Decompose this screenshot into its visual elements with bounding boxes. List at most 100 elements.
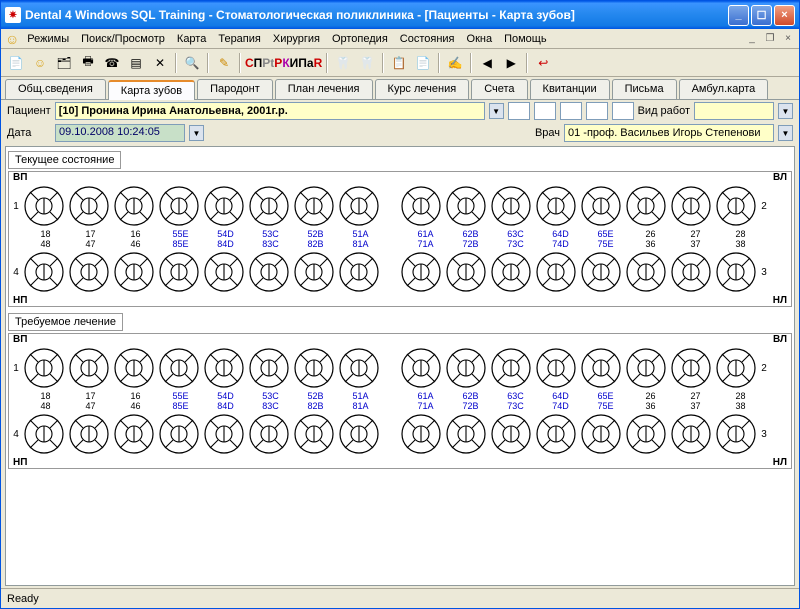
tooth[interactable] <box>23 347 65 389</box>
tb-letter[interactable]: Па <box>298 56 313 70</box>
doctor-dropdown-arrow[interactable]: ▼ <box>778 125 793 141</box>
tb-tooth1-icon[interactable]: 🦷 <box>332 52 354 74</box>
tooth[interactable] <box>625 413 667 455</box>
tooth[interactable] <box>23 413 65 455</box>
patient-dropdown-arrow[interactable]: ▼ <box>489 103 504 119</box>
menu-item[interactable]: Состояния <box>394 31 461 47</box>
tooth[interactable] <box>248 251 290 293</box>
tooth[interactable] <box>293 347 335 389</box>
tb-calc-icon[interactable]: ▤ <box>125 52 147 74</box>
tb-letter[interactable]: К <box>282 56 289 70</box>
tooth[interactable] <box>670 185 712 227</box>
tooth[interactable] <box>625 251 667 293</box>
tooth[interactable] <box>580 185 622 227</box>
menu-item[interactable]: Режимы <box>21 31 75 47</box>
tooth[interactable] <box>400 413 442 455</box>
tb-phone-icon[interactable]: ☎ <box>101 52 123 74</box>
menu-item[interactable]: Карта <box>171 31 212 47</box>
tb-doc-icon[interactable]: 📄 <box>5 52 27 74</box>
tooth[interactable] <box>715 251 757 293</box>
filter-box-5[interactable] <box>612 102 634 120</box>
tooth[interactable] <box>158 185 200 227</box>
filter-box-1[interactable] <box>508 102 530 120</box>
tb-doc2-icon[interactable]: 📋 <box>388 52 410 74</box>
tb-tooth2-icon[interactable]: 🦷 <box>356 52 378 74</box>
filter-box-4[interactable] <box>586 102 608 120</box>
tooth[interactable] <box>670 413 712 455</box>
tooth[interactable] <box>203 185 245 227</box>
tb-letter[interactable]: И <box>290 56 299 70</box>
menu-item[interactable]: Помощь <box>498 31 553 47</box>
maximize-button[interactable]: ☐ <box>751 5 772 26</box>
filter-box-3[interactable] <box>560 102 582 120</box>
tb-print-icon[interactable]: 🖶 <box>77 52 99 74</box>
tb-prev-icon[interactable]: ◀ <box>476 52 498 74</box>
tooth[interactable] <box>68 185 110 227</box>
tooth[interactable] <box>158 251 200 293</box>
tooth[interactable] <box>670 347 712 389</box>
tooth[interactable] <box>400 347 442 389</box>
tooth[interactable] <box>535 251 577 293</box>
tab[interactable]: Квитанции <box>530 79 610 99</box>
doctor-select[interactable]: 01 -проф. Васильев Игорь Степенови <box>564 124 774 142</box>
filter-box-2[interactable] <box>534 102 556 120</box>
tb-smiley-icon[interactable]: ☺ <box>29 52 51 74</box>
tooth[interactable] <box>68 251 110 293</box>
tooth[interactable] <box>158 413 200 455</box>
tooth[interactable] <box>490 347 532 389</box>
tb-exit-icon[interactable]: ↩ <box>532 52 554 74</box>
tb-next-icon[interactable]: ▶ <box>500 52 522 74</box>
tooth[interactable] <box>68 347 110 389</box>
mdi-minimize[interactable]: _ <box>745 33 759 44</box>
tooth[interactable] <box>490 185 532 227</box>
tooth[interactable] <box>293 185 335 227</box>
tooth[interactable] <box>490 413 532 455</box>
work-dropdown-arrow[interactable]: ▼ <box>778 103 793 119</box>
tooth[interactable] <box>445 251 487 293</box>
tooth[interactable] <box>113 413 155 455</box>
tooth[interactable] <box>715 347 757 389</box>
tooth[interactable] <box>248 347 290 389</box>
tooth[interactable] <box>338 347 380 389</box>
tooth[interactable] <box>670 251 712 293</box>
tooth[interactable] <box>293 413 335 455</box>
tooth[interactable] <box>625 347 667 389</box>
tooth[interactable] <box>625 185 667 227</box>
tooth[interactable] <box>158 347 200 389</box>
tab[interactable]: Общ.сведения <box>5 79 106 99</box>
mdi-restore[interactable]: ❐ <box>763 33 777 44</box>
menu-item[interactable]: Ортопедия <box>326 31 394 47</box>
tooth[interactable] <box>113 251 155 293</box>
tb-letter[interactable]: Pt <box>262 56 274 70</box>
tooth[interactable] <box>400 251 442 293</box>
tooth[interactable] <box>445 347 487 389</box>
tooth[interactable] <box>203 251 245 293</box>
tooth[interactable] <box>580 251 622 293</box>
date-dropdown-arrow[interactable]: ▼ <box>189 125 204 141</box>
menu-item[interactable]: Окна <box>461 31 499 47</box>
tooth[interactable] <box>338 185 380 227</box>
tb-search-icon[interactable]: 🔍 <box>181 52 203 74</box>
mdi-close[interactable]: × <box>781 33 795 44</box>
tooth[interactable] <box>715 185 757 227</box>
tab[interactable]: Счета <box>471 79 527 99</box>
tooth[interactable] <box>445 185 487 227</box>
tooth[interactable] <box>68 413 110 455</box>
tooth[interactable] <box>338 413 380 455</box>
tooth[interactable] <box>490 251 532 293</box>
tb-doc3-icon[interactable]: 📄 <box>412 52 434 74</box>
tb-edit-icon[interactable]: ✍ <box>444 52 466 74</box>
tooth[interactable] <box>580 413 622 455</box>
tab[interactable]: Пародонт <box>197 79 273 99</box>
tooth[interactable] <box>113 185 155 227</box>
tooth[interactable] <box>23 185 65 227</box>
patient-select[interactable]: [10] Пронина Ирина Анатольевна, 2001г.р. <box>55 102 485 120</box>
tooth[interactable] <box>248 413 290 455</box>
tooth[interactable] <box>203 413 245 455</box>
tab[interactable]: План лечения <box>275 79 373 99</box>
tooth[interactable] <box>293 251 335 293</box>
date-input[interactable]: 09.10.2008 10:24:05 <box>55 124 185 142</box>
tb-letter[interactable]: R <box>314 56 323 70</box>
tooth[interactable] <box>23 251 65 293</box>
menu-item[interactable]: Терапия <box>212 31 267 47</box>
